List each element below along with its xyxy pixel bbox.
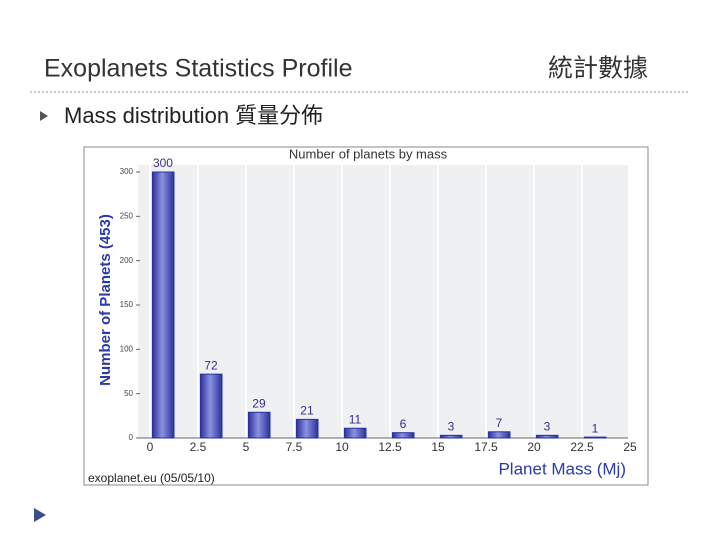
y-tick-label: 100	[120, 344, 134, 353]
y-tick-label: 50	[124, 389, 133, 398]
slide-title-zh: 統計數據	[548, 54, 648, 83]
value-label: 11	[349, 412, 362, 426]
bar	[487, 431, 511, 439]
bullet-text: Mass distribution 質量分佈	[64, 103, 323, 128]
x-tick-label: 22.5	[570, 440, 594, 454]
slide-title: Exoplanets Statistics Profile	[44, 55, 352, 83]
value-label: 29	[252, 396, 266, 410]
y-tick-label: 0	[129, 433, 134, 442]
bullet-icon	[40, 111, 48, 121]
bar	[151, 171, 175, 439]
x-tick-label: 20	[527, 440, 541, 454]
value-label: 3	[544, 420, 551, 434]
bar	[439, 434, 463, 439]
y-axis-label: Number of Planets (453)	[97, 214, 114, 386]
value-label: 72	[204, 358, 218, 372]
y-tick-label: 300	[120, 167, 134, 176]
x-axis-label: Planet Mass (Mj)	[498, 459, 626, 478]
bar	[391, 432, 415, 439]
bar	[535, 434, 559, 439]
bar	[583, 436, 607, 439]
y-tick-label: 250	[120, 211, 134, 220]
value-label: 7	[496, 416, 503, 430]
value-label: 6	[400, 417, 407, 431]
x-tick-label: 2.5	[190, 440, 207, 454]
source: exoplanet.eu (05/05/10)	[88, 471, 215, 485]
value-label: 300	[153, 156, 173, 170]
x-tick-label: 15	[431, 440, 445, 454]
value-label: 21	[300, 404, 314, 418]
value-label: 1	[592, 421, 599, 435]
x-tick-label: 0	[147, 440, 154, 454]
x-tick-label: 17.5	[474, 440, 498, 454]
value-label: 3	[448, 420, 455, 434]
bar	[343, 427, 367, 439]
y-tick-label: 200	[120, 256, 134, 265]
x-tick-label: 12.5	[378, 440, 402, 454]
bar	[295, 418, 319, 439]
x-tick-label: 7.5	[286, 440, 303, 454]
y-tick-label: 150	[120, 300, 134, 309]
chart-title: Number of planets by mass	[289, 146, 448, 161]
bar	[247, 411, 271, 439]
x-tick-label: 25	[623, 440, 637, 454]
x-tick-label: 10	[335, 440, 349, 454]
nav-icon	[34, 508, 46, 522]
x-tick-label: 5	[243, 440, 250, 454]
bar	[199, 373, 223, 439]
